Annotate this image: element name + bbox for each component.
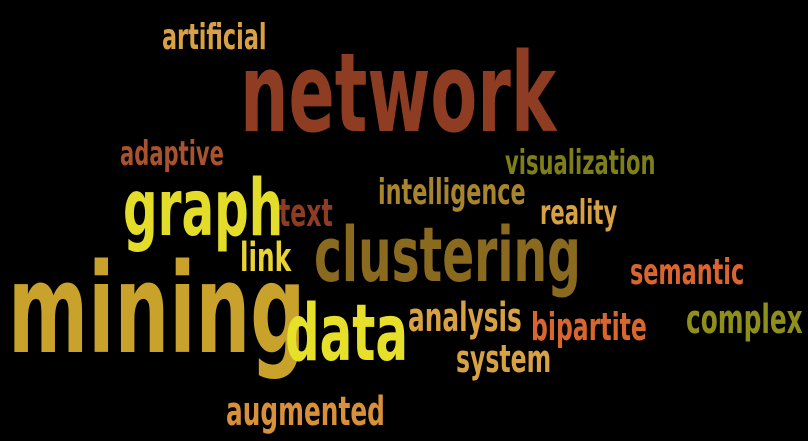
word-system: system <box>456 337 552 381</box>
word-reality: reality <box>540 193 618 233</box>
word-network: network <box>240 29 557 157</box>
word-data: data <box>285 289 409 379</box>
word-artificial: artificial <box>162 17 267 58</box>
word-semantic: semantic <box>630 252 745 293</box>
word-visualization: visualization <box>505 143 656 183</box>
word-analysis: analysis <box>408 295 522 341</box>
word-mining: mining <box>8 238 306 382</box>
word-adaptive: adaptive <box>120 134 224 174</box>
word-augmented: augmented <box>226 389 385 435</box>
word-text: text <box>279 191 333 235</box>
word-intelligence: intelligence <box>378 172 526 213</box>
word-clustering: clustering <box>314 210 581 299</box>
word-graph: graph <box>123 164 284 254</box>
word-link: link <box>240 235 292 281</box>
word-complex: complex <box>686 297 803 343</box>
word-bipartite: bipartite <box>531 305 647 349</box>
